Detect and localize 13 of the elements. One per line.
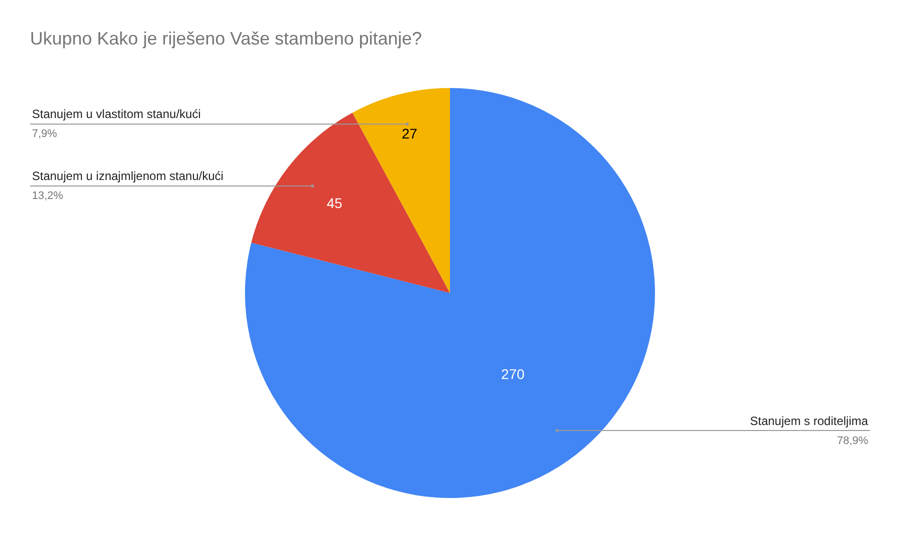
data-label: 270 [501,366,525,382]
slice-label: Stanujem u vlastitom stanu/kući [32,107,201,121]
data-label: 27 [402,125,418,142]
chart-title: Ukupno Kako je riješeno Vaše stambeno pitanje? [30,28,422,48]
pie-slice [352,88,450,293]
pie-slice [251,112,450,293]
pie-slice [245,88,655,498]
data-label: 45 [326,195,342,212]
slice-label: Stanujem u iznajmljenom stanu/kući [32,169,224,183]
text: 78,9% [837,435,868,447]
text: 7,9% [32,128,58,140]
slice-label: Stanujem s roditeljima [750,414,868,428]
text: 13,2% [32,190,64,202]
